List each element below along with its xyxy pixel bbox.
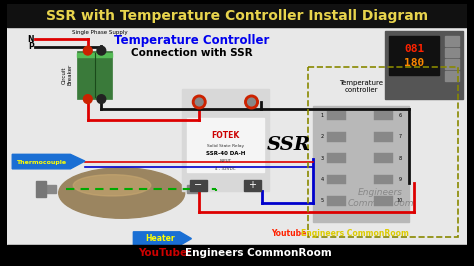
Text: Thermocouple: Thermocouple: [16, 160, 66, 165]
Text: Single Phase Supply: Single Phase Supply: [72, 30, 127, 35]
Bar: [327, 175, 346, 184]
Bar: [8, 27, 466, 245]
Polygon shape: [133, 232, 191, 245]
Text: Engineers CommonRoom: Engineers CommonRoom: [301, 229, 409, 238]
Text: Temperature
controller: Temperature controller: [339, 80, 383, 93]
Bar: [445, 48, 459, 57]
Text: −: −: [194, 180, 202, 190]
Circle shape: [192, 95, 206, 109]
Bar: [445, 71, 459, 81]
Bar: [312, 106, 410, 222]
Text: Solid State Relay: Solid State Relay: [207, 144, 244, 148]
Bar: [389, 36, 439, 75]
Circle shape: [97, 46, 106, 55]
Text: 3: 3: [321, 156, 324, 161]
Text: Temperature Controller: Temperature Controller: [114, 35, 269, 47]
Bar: [374, 111, 393, 120]
Text: 180: 180: [404, 58, 424, 68]
Text: Circuit
Breaker: Circuit Breaker: [62, 64, 73, 85]
Text: 1: 1: [321, 113, 324, 118]
Bar: [44, 185, 56, 193]
Text: P: P: [28, 42, 34, 51]
Bar: [187, 185, 198, 193]
Ellipse shape: [59, 168, 185, 218]
Polygon shape: [12, 154, 85, 169]
Bar: [8, 4, 466, 27]
Ellipse shape: [73, 175, 151, 196]
Bar: [374, 196, 393, 206]
Bar: [374, 132, 393, 142]
Bar: [8, 245, 466, 262]
Bar: [187, 118, 264, 172]
Circle shape: [195, 98, 203, 106]
Text: SSR: SSR: [266, 136, 310, 154]
Text: Connection with SSR: Connection with SSR: [131, 48, 252, 57]
Bar: [374, 175, 393, 184]
Text: FOTEK: FOTEK: [211, 131, 239, 140]
Circle shape: [83, 95, 92, 103]
Bar: [327, 111, 346, 120]
Bar: [445, 36, 459, 46]
Text: N: N: [27, 35, 34, 44]
Bar: [374, 153, 393, 163]
Bar: [36, 181, 46, 197]
Text: +: +: [248, 180, 256, 190]
Text: Youtube:: Youtube:: [271, 229, 312, 238]
Bar: [244, 180, 261, 191]
Text: Heater: Heater: [146, 234, 175, 243]
Circle shape: [97, 95, 106, 103]
Bar: [182, 89, 269, 191]
Text: 4 - 32VDC: 4 - 32VDC: [215, 167, 236, 171]
Text: INPUT: INPUT: [219, 159, 231, 163]
Circle shape: [247, 98, 255, 106]
Bar: [445, 59, 459, 69]
Bar: [327, 196, 346, 206]
Text: 2: 2: [321, 134, 324, 139]
Bar: [327, 132, 346, 142]
Text: 5: 5: [321, 198, 324, 203]
Text: 6: 6: [398, 113, 401, 118]
Text: 4: 4: [321, 177, 324, 182]
Text: Engineers
CommonRoom: Engineers CommonRoom: [347, 188, 414, 207]
Bar: [77, 53, 112, 57]
Text: 8: 8: [398, 156, 401, 161]
Circle shape: [245, 95, 258, 109]
Bar: [308, 67, 458, 237]
Text: 9: 9: [398, 177, 401, 182]
Circle shape: [83, 46, 92, 55]
Bar: [77, 51, 112, 99]
Text: 7: 7: [398, 134, 401, 139]
Text: 081: 081: [404, 44, 424, 54]
Text: YouTube:: YouTube:: [138, 248, 195, 258]
Text: Engineers CommonRoom: Engineers CommonRoom: [185, 248, 331, 258]
Text: 10: 10: [397, 198, 403, 203]
Bar: [385, 31, 463, 99]
Bar: [327, 153, 346, 163]
Text: SSR-40 DA-H: SSR-40 DA-H: [206, 151, 245, 156]
Text: SSR with Temperature Controller Install Diagram: SSR with Temperature Controller Install …: [46, 9, 428, 23]
Bar: [190, 180, 207, 191]
